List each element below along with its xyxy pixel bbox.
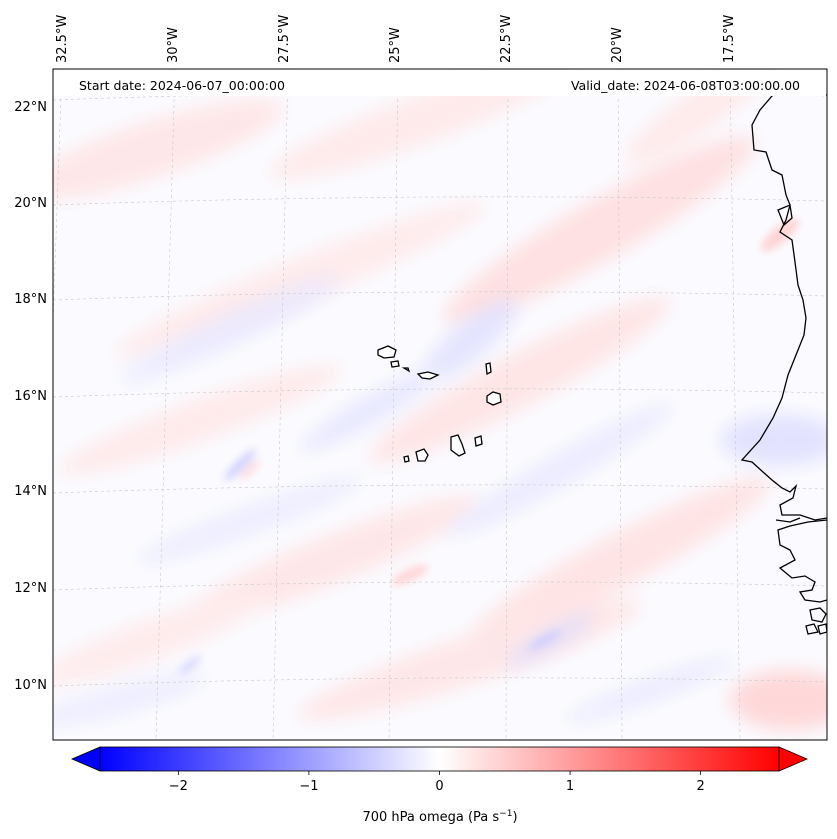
omega-field-blue bbox=[53, 277, 827, 727]
small-coastal-feature bbox=[777, 204, 793, 227]
colorbar-label-main: 700 hPa omega (Pa s bbox=[362, 810, 499, 825]
island-sao-vicente bbox=[390, 360, 400, 368]
parallel-22n bbox=[53, 91, 827, 101]
colorbar-tick-label: −1 bbox=[299, 779, 318, 794]
parallel-20n bbox=[53, 196, 827, 206]
lat-label-18n: 18°N bbox=[14, 292, 47, 307]
colorbar-body bbox=[99, 746, 780, 772]
omega-field-detail bbox=[178, 218, 800, 675]
africa-coastline bbox=[740, 87, 827, 521]
lat-label-20n: 20°N bbox=[14, 196, 47, 211]
island-santa-luzia bbox=[401, 367, 411, 373]
parallel-14n bbox=[53, 484, 827, 494]
lat-label-10n: 10°N bbox=[14, 678, 47, 693]
meridian-27-5w bbox=[272, 69, 289, 740]
lon-label-30w: 30°W bbox=[166, 27, 181, 63]
lat-label-12n: 12°N bbox=[14, 581, 47, 596]
colorbar-ticks: −2 −1 0 1 2 bbox=[169, 771, 705, 794]
lon-label-17-5w: 17.5°W bbox=[722, 15, 737, 63]
lon-label-22-5w: 22.5°W bbox=[499, 15, 514, 63]
colorbar: −2 −1 0 1 2 700 hPa omega (Pa s−1) bbox=[70, 746, 809, 825]
start-date-label: Start date: 2024-06-07_00:00:00 bbox=[79, 78, 285, 93]
parallel-12n bbox=[53, 581, 827, 591]
africa-coastline-south bbox=[777, 519, 827, 603]
map-panel: Start date: 2024-06-07_00:00:00 Valid_da… bbox=[52, 68, 828, 741]
header-strip bbox=[54, 70, 826, 96]
island-santiago bbox=[450, 434, 466, 457]
colorbar-tick-label: 0 bbox=[435, 779, 443, 794]
coastlines bbox=[740, 87, 827, 635]
cape-verde-islands bbox=[377, 345, 502, 463]
colorbar-tick-label: −2 bbox=[169, 779, 188, 794]
island-fogo bbox=[415, 448, 429, 462]
lat-label-16n: 16°N bbox=[14, 389, 47, 404]
lat-label-14n: 14°N bbox=[14, 484, 47, 499]
colorbar-extend-low bbox=[70, 746, 101, 772]
lat-label-22n: 22°N bbox=[14, 100, 47, 115]
parallel-10n bbox=[53, 677, 827, 687]
longitude-labels: 32.5°W 30°W 27.5°W 25°W 22.5°W 20°W 17.5… bbox=[55, 15, 737, 63]
map-frame bbox=[52, 68, 828, 741]
lon-label-27-5w: 27.5°W bbox=[277, 15, 292, 63]
island-sal bbox=[485, 362, 492, 376]
latitude-labels: 22°N 20°N 18°N 16°N 14°N 12°N 10°N bbox=[14, 100, 47, 693]
meridian-20w bbox=[617, 69, 623, 740]
island-santo-antao bbox=[377, 345, 397, 359]
colorbar-extend-high bbox=[778, 746, 809, 772]
colorbar-tick-label: 1 bbox=[566, 779, 574, 794]
senegal-river-mouth bbox=[775, 517, 801, 523]
island-boa-vista bbox=[486, 391, 502, 406]
island-brava bbox=[403, 455, 410, 463]
colorbar-label: 700 hPa omega (Pa s−1) bbox=[362, 809, 517, 825]
lon-label-32-5w: 32.5°W bbox=[55, 15, 70, 63]
meridian-17-5w bbox=[729, 69, 741, 740]
island-maio bbox=[474, 435, 483, 447]
parallel-18n bbox=[53, 291, 827, 301]
meridian-30w bbox=[155, 69, 176, 740]
meridian-25w bbox=[388, 69, 399, 740]
colorbar-tick-label: 2 bbox=[697, 779, 705, 794]
gridlines bbox=[53, 69, 827, 740]
lon-label-20w: 20°W bbox=[610, 27, 625, 63]
lon-label-25w: 25°W bbox=[388, 27, 403, 63]
valid-date-label: Valid_date: 2024-06-08T03:00:00.00 bbox=[571, 78, 800, 93]
island-sao-nicolau bbox=[416, 371, 440, 380]
guinea-bissau-islands bbox=[805, 607, 827, 635]
meridian-22-5w bbox=[505, 69, 509, 740]
parallel-16n bbox=[53, 388, 827, 398]
colorbar-label-close: ) bbox=[512, 810, 517, 825]
colorbar-label-unit-exponent: −1 bbox=[499, 809, 512, 819]
